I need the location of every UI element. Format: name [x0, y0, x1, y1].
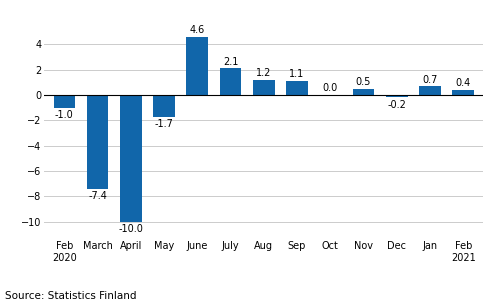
Bar — [253, 80, 275, 95]
Text: -10.0: -10.0 — [118, 224, 143, 234]
Bar — [453, 90, 474, 95]
Bar — [87, 95, 108, 189]
Text: 1.1: 1.1 — [289, 69, 305, 79]
Text: 0.5: 0.5 — [356, 77, 371, 87]
Bar — [386, 95, 408, 98]
Bar — [352, 88, 374, 95]
Text: Source: Statistics Finland: Source: Statistics Finland — [5, 291, 137, 301]
Text: 1.2: 1.2 — [256, 68, 272, 78]
Text: 4.6: 4.6 — [190, 25, 205, 35]
Text: 0.7: 0.7 — [423, 74, 438, 85]
Text: 0.4: 0.4 — [456, 78, 471, 88]
Text: 0.0: 0.0 — [322, 83, 338, 93]
Bar — [54, 95, 75, 108]
Bar — [419, 86, 441, 95]
Text: -1.7: -1.7 — [155, 119, 174, 129]
Text: -0.2: -0.2 — [387, 100, 406, 110]
Text: -1.0: -1.0 — [55, 110, 73, 120]
Text: 2.1: 2.1 — [223, 57, 238, 67]
Bar — [286, 81, 308, 95]
Bar — [186, 36, 208, 95]
Text: -7.4: -7.4 — [88, 191, 107, 201]
Bar — [220, 68, 241, 95]
Bar — [153, 95, 175, 116]
Bar — [120, 95, 141, 222]
